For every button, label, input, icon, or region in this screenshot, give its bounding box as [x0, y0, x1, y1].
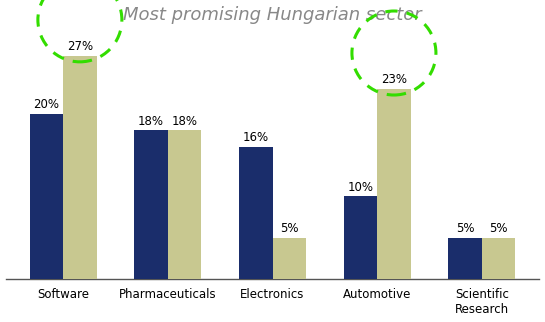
Bar — [134, 130, 168, 279]
Text: 10%: 10% — [347, 181, 373, 194]
Text: 20%: 20% — [33, 98, 59, 111]
Text: 23%: 23% — [381, 73, 407, 86]
Bar — [482, 238, 516, 279]
Text: 5%: 5% — [456, 223, 474, 235]
Bar — [239, 147, 272, 279]
Bar — [29, 114, 63, 279]
Text: 5%: 5% — [489, 223, 508, 235]
Bar — [377, 89, 411, 279]
Text: 18%: 18% — [172, 115, 198, 128]
Bar — [168, 130, 201, 279]
Title: Most promising Hungarian sector: Most promising Hungarian sector — [123, 5, 422, 24]
Text: 27%: 27% — [67, 40, 93, 53]
Bar — [63, 55, 96, 279]
Text: 16%: 16% — [243, 131, 269, 144]
Text: 5%: 5% — [280, 223, 299, 235]
Bar — [344, 196, 377, 279]
Text: 18%: 18% — [138, 115, 164, 128]
Bar — [272, 238, 306, 279]
Bar — [449, 238, 482, 279]
